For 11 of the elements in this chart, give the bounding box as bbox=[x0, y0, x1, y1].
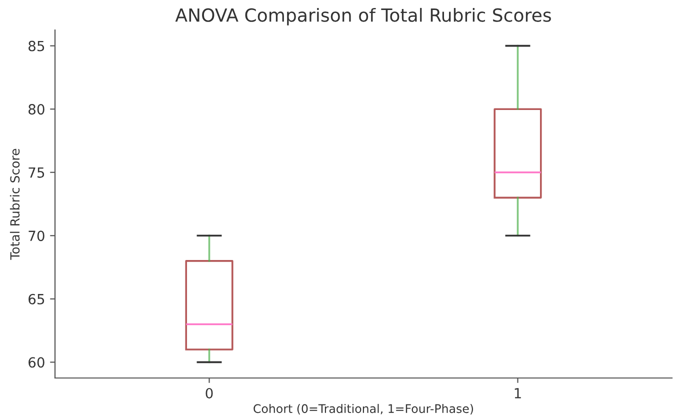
x-axis-title: Cohort (0=Traditional, 1=Four-Phase) bbox=[254, 404, 474, 414]
x-tick-label: 0 bbox=[206, 388, 213, 398]
y-tick-label: 85 bbox=[28, 40, 44, 52]
y-tick-label: 65 bbox=[28, 294, 44, 304]
y-tick-label: 80 bbox=[28, 104, 44, 115]
y-tick-label: 75 bbox=[28, 168, 44, 178]
y-tick-label: 70 bbox=[28, 230, 44, 242]
chart-title: ANOVA Comparison of Total Rubric Scores bbox=[175, 8, 551, 26]
x-tick-label: 1 bbox=[514, 388, 521, 398]
y-axis-title: Total Rubric Score bbox=[10, 148, 20, 260]
y-tick-label: 60 bbox=[28, 357, 44, 368]
